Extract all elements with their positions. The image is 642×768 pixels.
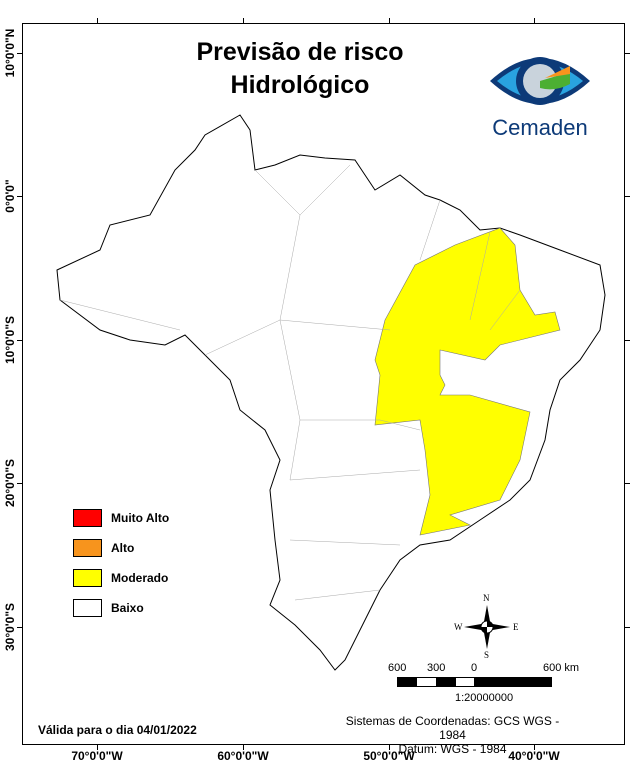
cemaden-logo: Cemaden [485,50,595,140]
legend-item-moderado: Moderado [73,568,168,588]
legend-label: Moderado [111,571,169,585]
longitude-label: 70°0'0"W [71,749,123,763]
scale-label: 600 km [543,662,580,674]
crs-line: Sistemas de Coordenadas: GCS WGS - 1984 [345,714,560,742]
tick [97,745,98,750]
longitude-label: 50°0'0"W [363,749,415,763]
tick [243,18,244,23]
legend-swatch [73,569,102,587]
title-line: Hidrológico [230,71,370,99]
tick [625,627,630,628]
legend-item-alto: Alto [73,538,134,558]
tick [17,627,22,628]
coordinate-system: Sistemas de Coordenadas: GCS WGS - 1984 … [345,714,560,756]
map-title: Previsão de risco Hidrológico [155,36,445,102]
longitude-label: 60°0'0"W [217,749,269,763]
tick [625,483,630,484]
tick [625,340,630,341]
state-boundaries [59,164,521,601]
tick [625,53,630,54]
longitude-label: 40°0'0"W [508,749,560,763]
tick [97,18,98,23]
tick [243,745,244,750]
legend-swatch [73,599,102,617]
tick [625,196,630,197]
map-frame [22,23,625,745]
legend-label: Alto [111,541,135,555]
tick [17,340,22,341]
tick [389,745,390,750]
legend-item-muito-alto: Muito Alto [73,508,169,528]
legend-swatch [73,539,102,557]
tick [534,18,535,23]
risk-area-moderado [374,227,561,536]
legend-swatch [73,509,102,527]
tick [17,196,22,197]
tick [389,18,390,23]
south-label: S [484,650,490,660]
north-arrow: N S W E [452,593,522,660]
tick [534,745,535,750]
west-label: W [454,622,463,632]
scale-label: 300 [427,662,446,674]
legend-label: Baixo [111,601,144,615]
east-label: E [513,622,519,632]
validity-date: Válida para o dia 04/01/2022 [38,723,197,737]
logo-text: Cemaden [492,115,588,140]
scale-label: 0 [471,662,478,674]
tick [17,53,22,54]
title-line: Previsão de risco [196,38,404,66]
legend-item-baixo: Baixo [73,598,144,618]
north-label: N [483,593,490,603]
scale-ratio: 1:20000000 [455,692,514,704]
datum-line: Datum: WGS - 1984 [398,742,507,756]
tick [17,483,22,484]
legend-label: Muito Alto [111,511,170,525]
scale-bar [397,677,552,687]
scale-label: 600 [388,662,407,674]
